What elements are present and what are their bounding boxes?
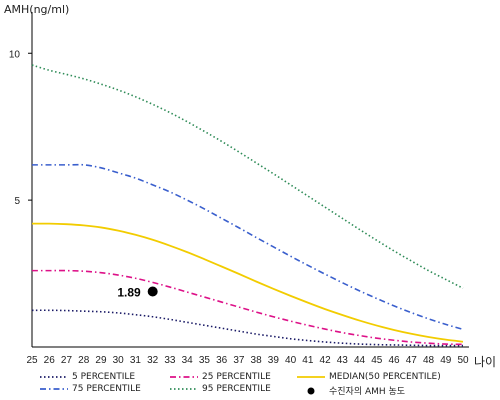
legend-label: MEDIAN(50 PERCENTILE) — [329, 372, 441, 382]
legend-label: 수진자의 AMH 농도 — [329, 387, 406, 397]
amh-percentile-chart: 25 26 27 28 29 30 31 32 33 34 35 36 37 38 39 40 41 42 43 44… — [9, 12, 469, 366]
series-line-25-percentile — [32, 269, 464, 346]
x-tick-label: 29 — [95, 355, 107, 366]
x-tick-label: 45 — [371, 355, 383, 366]
legend-item-median-50-percentile: MEDIAN(50 PERCENTILE) — [297, 372, 441, 382]
y-tick-label: 10 — [9, 49, 21, 60]
x-tick-label: 49 — [440, 355, 452, 366]
x-tick-label: 30 — [113, 355, 125, 366]
series-lines — [31, 64, 464, 347]
legend-label: 75 PERCENTILE — [72, 384, 141, 394]
x-tick-label: 43 — [337, 355, 349, 366]
y-axis-title: AMH(ng/ml) — [4, 3, 70, 16]
series-line-5-percentile — [31, 309, 463, 347]
x-tick-label: 36 — [216, 355, 228, 366]
legend-label: 95 PERCENTILE — [202, 384, 271, 394]
y-tick-label: 5 — [14, 196, 20, 207]
x-tick-label: 37 — [233, 355, 245, 366]
series-line-95-percentile — [31, 64, 464, 289]
legend-label: 25 PERCENTILE — [202, 372, 271, 382]
x-tick-label: 38 — [251, 355, 263, 366]
legend: 5 PERCENTILE 25 PERCENTILE MEDIAN(50 PERCE… — [40, 372, 480, 398]
axes — [31, 12, 469, 348]
x-tick-label: 33 — [164, 355, 176, 366]
x-tick-label: 41 — [302, 355, 314, 366]
legend-marker-swatch — [307, 387, 315, 394]
patient-marker: 1.89 — [117, 285, 158, 299]
legend-item-patient-amh: 수진자의 AMH 농도 — [297, 384, 405, 397]
x-tick-label: 35 — [199, 355, 211, 366]
x-tick-label: 44 — [354, 355, 366, 366]
x-tick-label: 31 — [130, 355, 142, 366]
legend-swatch — [170, 376, 198, 378]
x-tick-label: 40 — [285, 355, 297, 366]
x-tick-label: 50 — [457, 355, 469, 366]
patient-amh-value-label: 1.89 — [117, 285, 141, 299]
series-line-median-50-percentile — [31, 222, 464, 343]
x-tick-label: 42 — [320, 355, 332, 366]
x-tick-label: 27 — [61, 355, 73, 366]
series-line-75-percentile — [32, 163, 464, 331]
patient-amh-point — [147, 286, 158, 297]
x-tick-label: 32 — [147, 355, 159, 366]
legend-label: 5 PERCENTILE — [72, 372, 136, 382]
x-tick-label: 47 — [406, 355, 418, 366]
legend-item-25-percentile: 25 PERCENTILE — [170, 372, 271, 382]
legend-item-5-percentile: 5 PERCENTILE — [40, 372, 135, 382]
x-axis-title: 나이 — [474, 355, 497, 369]
x-tick-label: 34 — [182, 355, 194, 366]
x-tick-label: 39 — [268, 355, 280, 366]
legend-swatch — [297, 376, 325, 378]
legend-swatch — [40, 376, 68, 378]
tick-labels: 25 26 27 28 29 30 31 32 33 34 35 36 37 38 39 40 41 42 43 44… — [9, 49, 469, 366]
legend-swatch — [170, 388, 198, 390]
x-tick-label: 25 — [26, 355, 38, 366]
x-tick-label: 46 — [388, 355, 400, 366]
legend-item-75-percentile: 75 PERCENTILE — [40, 384, 141, 394]
legend-swatch — [40, 388, 68, 390]
x-tick-label: 48 — [423, 355, 435, 366]
x-tick-label: 28 — [78, 355, 90, 366]
x-tick-label: 26 — [44, 355, 56, 366]
legend-item-95-percentile: 95 PERCENTILE — [170, 384, 271, 394]
